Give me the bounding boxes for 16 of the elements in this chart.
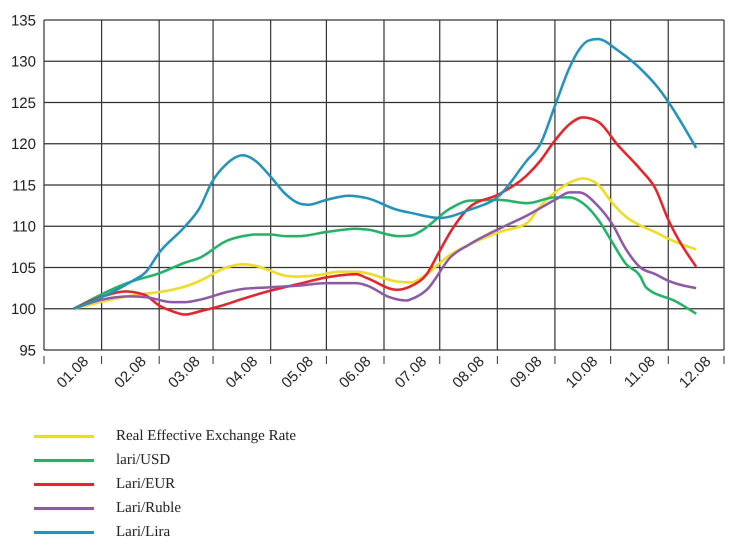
legend-label: Lari/EUR xyxy=(116,476,176,492)
legend-label: Lari/Lira xyxy=(116,524,170,540)
y-tick-label: 110 xyxy=(12,218,36,236)
legend-label: Real Effective Exchange Rate xyxy=(116,428,296,444)
y-tick-label: 125 xyxy=(10,94,36,112)
line-series xyxy=(72,38,698,310)
legend-label: Lari/Ruble xyxy=(116,500,181,516)
y-tick-label: 105 xyxy=(10,260,36,277)
y-tick-label: 100 xyxy=(10,301,36,318)
line-series xyxy=(72,116,698,316)
y-tick-label: 135 xyxy=(10,12,36,30)
y-tick-label: 130 xyxy=(10,54,36,71)
legend-label: lari/USD xyxy=(116,452,170,468)
y-tick-label: 115 xyxy=(12,177,36,194)
y-tick-label: 95 xyxy=(19,342,36,360)
y-tick-label: 120 xyxy=(10,136,36,154)
